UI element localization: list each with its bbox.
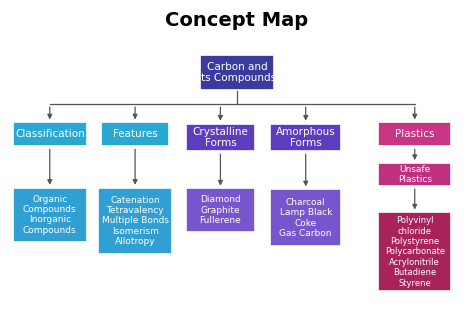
- FancyBboxPatch shape: [100, 122, 169, 146]
- Text: Charcoal
Lamp Black
Coke
Gas Carbon: Charcoal Lamp Black Coke Gas Carbon: [280, 198, 332, 238]
- FancyBboxPatch shape: [13, 188, 86, 242]
- FancyBboxPatch shape: [270, 124, 341, 151]
- FancyBboxPatch shape: [13, 122, 86, 146]
- Text: Diamond
Graphite
Fullerene: Diamond Graphite Fullerene: [200, 195, 241, 225]
- Text: Amorphous
Forms: Amorphous Forms: [276, 127, 336, 148]
- Text: Crystalline
Forms: Crystalline Forms: [192, 127, 248, 148]
- FancyBboxPatch shape: [200, 55, 274, 90]
- FancyBboxPatch shape: [186, 124, 255, 151]
- FancyBboxPatch shape: [270, 189, 341, 247]
- Text: Polyvinyl
chloride
Polystyrene
Polycarbonate
Acrylonitrile
Butadiene
Styrene: Polyvinyl chloride Polystyrene Polycarbo…: [385, 216, 445, 288]
- FancyBboxPatch shape: [186, 188, 255, 232]
- Text: Plastics: Plastics: [395, 129, 435, 139]
- Text: Unsafe
Plastics: Unsafe Plastics: [398, 165, 432, 184]
- Text: Features: Features: [113, 129, 157, 139]
- FancyBboxPatch shape: [378, 122, 451, 146]
- FancyBboxPatch shape: [98, 188, 172, 254]
- FancyBboxPatch shape: [378, 163, 451, 186]
- FancyBboxPatch shape: [378, 213, 451, 291]
- Text: Organic
Compounds
Inorganic
Compounds: Organic Compounds Inorganic Compounds: [23, 195, 77, 235]
- Text: Classification: Classification: [15, 129, 85, 139]
- Text: Carbon and
Its Compounds: Carbon and Its Compounds: [198, 62, 276, 83]
- Text: Concept Map: Concept Map: [165, 11, 309, 30]
- Text: Catenation
Tetravalency
Multiple Bonds
Isomerism
Allotropy: Catenation Tetravalency Multiple Bonds I…: [101, 196, 169, 246]
